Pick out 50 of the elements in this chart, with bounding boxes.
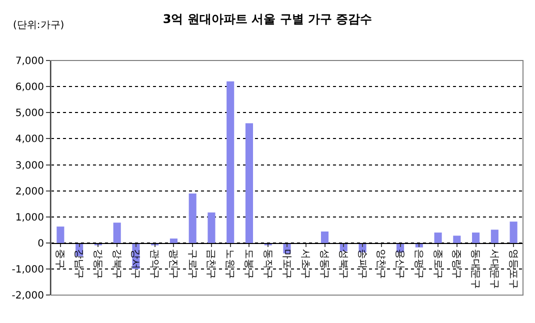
x-tick-label: 강북구 — [110, 248, 122, 279]
x-tick-label: 마포구 — [280, 248, 292, 279]
y-tick-label: -1,000 — [12, 264, 44, 276]
y-tick-label: 1,000 — [15, 212, 44, 224]
chart-title: 3억 원대아파트 서울 구별 가구 증감수 — [162, 12, 372, 26]
x-tick-label: 중구 — [54, 248, 66, 269]
x-tick-label: 서초구 — [300, 248, 311, 279]
x-tick-label: 송파구 — [356, 248, 368, 279]
x-tick-label: 성북구 — [337, 248, 348, 279]
x-tick-label: 광진구 — [167, 248, 178, 279]
x-tick-label: 양천구 — [375, 248, 386, 279]
bar — [510, 222, 518, 243]
bar — [472, 232, 480, 243]
y-tick-label: 7,000 — [15, 56, 44, 67]
bar — [490, 230, 498, 243]
x-tick-label: 강서구 — [130, 248, 141, 279]
x-tick-label: 동작구 — [262, 248, 273, 279]
x-tick-label: 용산구 — [394, 248, 406, 279]
x-tick-label: 성동구 — [318, 248, 330, 279]
bar — [320, 232, 329, 243]
y-tick-label: 2,000 — [15, 186, 44, 198]
x-tick-label: 구로구 — [186, 248, 198, 279]
bar — [453, 236, 461, 243]
x-tick-label: 종로구 — [432, 248, 443, 279]
x-tick-label: 금천구 — [205, 248, 216, 279]
y-tick-label: 5,000 — [15, 108, 44, 120]
x-tick-label: 관악구 — [148, 248, 160, 279]
bar — [56, 226, 64, 243]
x-tick-label: 영등포구 — [507, 248, 518, 289]
x-tick-label: 도봉구 — [242, 248, 254, 279]
bar — [188, 193, 196, 243]
y-tick-label: 0 — [38, 238, 44, 250]
bar — [245, 123, 254, 243]
bar — [434, 232, 442, 243]
text: (단위:가구) — [13, 20, 64, 31]
x-tick-label: 노원구 — [224, 248, 236, 279]
x-tick-label: 강동구 — [92, 248, 103, 279]
x-tick-label: 중랑구 — [450, 248, 462, 279]
bar — [113, 222, 121, 243]
x-tick-label: 은평구 — [412, 248, 424, 279]
y-tick-label: 3,000 — [15, 160, 44, 172]
bar — [170, 238, 178, 243]
y-tick-label: -2,000 — [12, 290, 44, 302]
x-tick-label: 동대문구 — [470, 248, 481, 289]
y-tick-label: 4,000 — [15, 134, 44, 146]
y-tick-label: 6,000 — [15, 82, 44, 94]
x-tick-label: 강남구 — [73, 248, 84, 279]
bar — [208, 212, 216, 243]
bar — [226, 81, 234, 243]
x-tick-label: 서대문구 — [488, 248, 500, 289]
